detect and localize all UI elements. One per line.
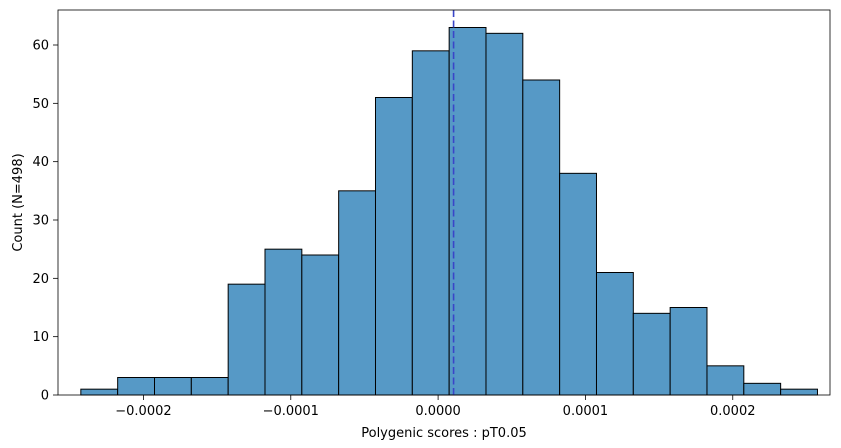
histogram-bar-0 [80,388,119,396]
histogram-bar-6 [301,254,340,396]
x-tick-label-2: 0.0000 [415,404,461,419]
histogram-bar-3 [190,377,229,396]
histogram-bar-2 [154,377,192,396]
y-tick-label-5: 50 [32,97,49,112]
y-tick-label-2: 20 [32,272,49,287]
y-tick-label-1: 10 [32,330,49,345]
histogram-bar-19 [780,388,818,396]
y-tick-label-6: 60 [32,39,49,54]
histogram-bar-9 [411,50,450,396]
x-axis-label: Polygenic scores : pT0.05 [361,426,527,441]
histogram-bar-4 [227,283,266,396]
histogram-bar-14 [595,272,634,396]
y-tick-label-3: 30 [32,214,49,229]
y-axis-label: Count (N=498) [11,153,26,251]
y-tick-label-4: 40 [32,155,49,170]
histogram-bar-17 [706,365,745,396]
histogram-bar-1 [117,377,155,396]
histogram-bar-10 [448,27,487,396]
histogram-bar-7 [338,190,376,396]
histogram-bar-18 [743,382,782,396]
bars-group [80,27,818,396]
histogram-bar-8 [374,97,413,396]
x-tick-label-0: −0.0002 [115,404,171,419]
y-tick-label-0: 0 [41,389,49,404]
plot-frame [57,9,831,396]
histogram-bar-12 [522,79,561,396]
histogram-bar-11 [485,32,524,396]
y-axis-ticks: 0 10 20 30 40 50 60 [32,39,58,404]
x-tick-label-4: 0.0002 [710,404,756,419]
x-axis-ticks: −0.0002 −0.0001 0.0000 0.0001 0.0002 [115,395,756,419]
histogram-bar-13 [559,172,597,396]
histogram-bar-5 [264,248,303,396]
x-tick-label-1: −0.0001 [263,404,319,419]
histogram-bar-15 [632,312,671,396]
x-tick-label-3: 0.0001 [563,404,609,419]
histogram-bar-16 [669,307,708,396]
